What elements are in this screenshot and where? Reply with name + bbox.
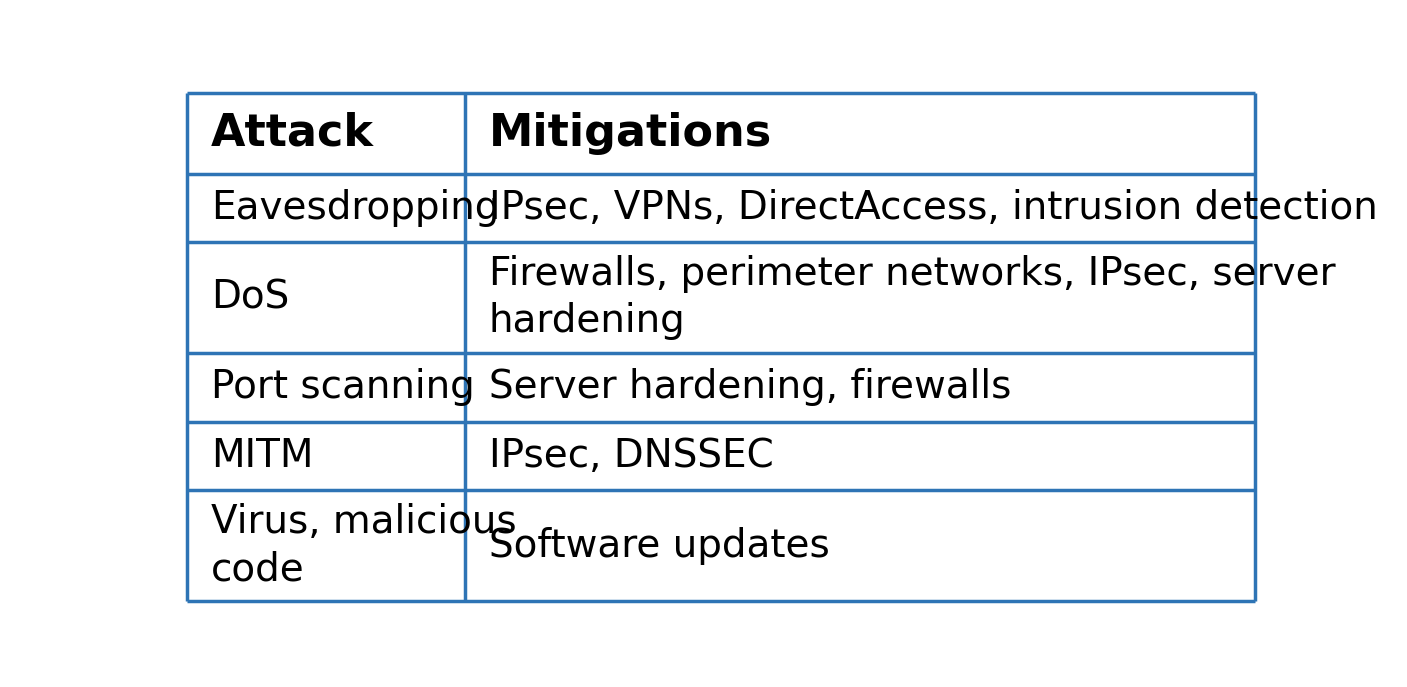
Text: MITM: MITM bbox=[211, 437, 314, 475]
Bar bbox=[464, 422, 1255, 491]
Text: Eavesdropping: Eavesdropping bbox=[211, 189, 499, 227]
Bar bbox=[464, 93, 1255, 174]
Bar bbox=[187, 93, 464, 174]
Text: Firewalls, perimeter networks, IPsec, server
hardening: Firewalls, perimeter networks, IPsec, se… bbox=[488, 255, 1335, 340]
Text: Port scanning: Port scanning bbox=[211, 368, 474, 406]
Text: Server hardening, firewalls: Server hardening, firewalls bbox=[488, 368, 1012, 406]
Bar bbox=[187, 491, 464, 601]
Bar bbox=[187, 174, 464, 243]
Text: Mitigations: Mitigations bbox=[488, 112, 772, 155]
Bar bbox=[464, 174, 1255, 243]
Bar bbox=[187, 422, 464, 491]
Bar bbox=[464, 353, 1255, 422]
Bar bbox=[187, 353, 464, 422]
Text: IPsec, VPNs, DirectAccess, intrusion detection: IPsec, VPNs, DirectAccess, intrusion det… bbox=[488, 189, 1377, 227]
Bar bbox=[464, 491, 1255, 601]
Text: Attack: Attack bbox=[211, 112, 374, 155]
Bar bbox=[187, 243, 464, 353]
Text: IPsec, DNSSEC: IPsec, DNSSEC bbox=[488, 437, 774, 475]
Bar bbox=[464, 243, 1255, 353]
Text: Virus, malicious
code: Virus, malicious code bbox=[211, 503, 516, 588]
Text: DoS: DoS bbox=[211, 279, 288, 317]
Text: Software updates: Software updates bbox=[488, 527, 829, 565]
